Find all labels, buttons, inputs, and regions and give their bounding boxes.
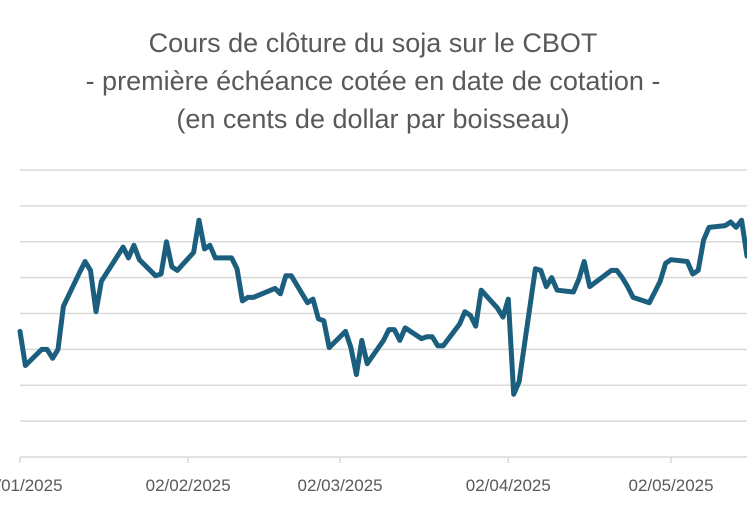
chart-title-line-2: - première échéance cotée en date de cot… [86,66,661,96]
x-axis-tick-labels: 02/01/2025 02/02/2025 02/03/2025 02/04/2025… [0,476,714,495]
x-tick-label: 02/05/2025 [628,476,713,495]
series-line [17,217,747,397]
x-tick-label: 02/01/2025 [0,476,63,495]
chart-title-line-1: Cours de clôture du soja sur le CBOT [149,28,598,58]
x-tick-label: 02/04/2025 [466,476,551,495]
gridlines [20,169,747,422]
x-axis-ticks [19,457,672,463]
x-tick-label: 02/02/2025 [146,476,231,495]
chart-title-line-3: (en cents de dollar par boisseau) [176,104,569,134]
x-tick-label: 02/03/2025 [298,476,383,495]
